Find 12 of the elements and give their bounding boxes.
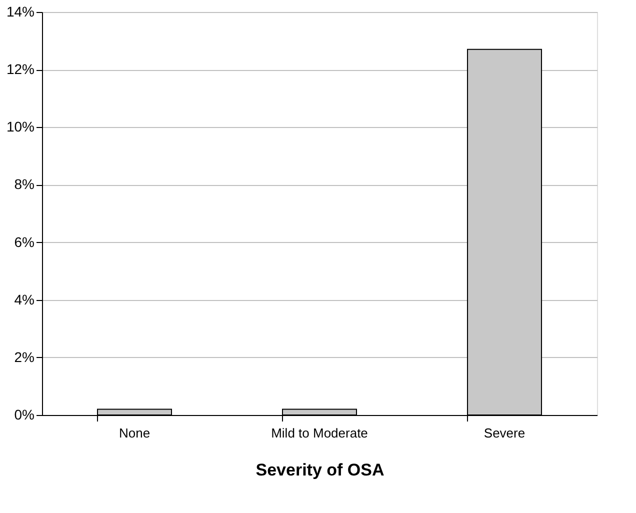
y-tick-label: 0% — [14, 406, 34, 422]
y-tick-label: 12% — [6, 61, 34, 78]
y-tick-label: 2% — [14, 348, 34, 365]
y-tick-label: 10% — [6, 118, 34, 135]
y-tick-label: 14% — [6, 4, 34, 20]
x-tick-label: Severe — [484, 426, 526, 440]
y-tick-label: 4% — [14, 291, 34, 308]
x-axis-title: Severity of OSA — [256, 460, 384, 480]
y-tick-label: 8% — [14, 176, 34, 192]
x-tick-label: Mild to Moderate — [271, 426, 368, 440]
x-tick-label: None — [118, 426, 150, 440]
y-tick-label: 6% — [14, 234, 34, 250]
